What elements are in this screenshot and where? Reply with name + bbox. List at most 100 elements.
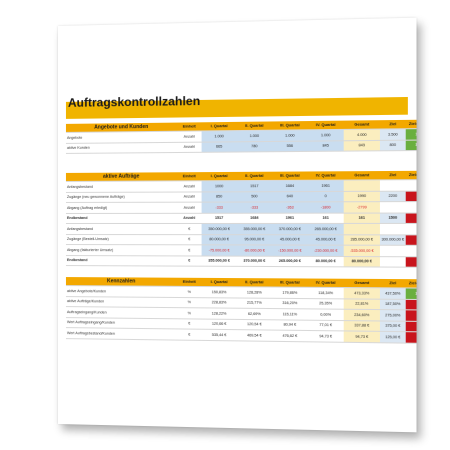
total-cell[interactable] [344, 180, 380, 191]
total-cell[interactable]: 22,81% [344, 298, 380, 309]
quarter-cell[interactable]: -363 [272, 202, 308, 213]
goal-cell[interactable] [380, 245, 406, 256]
goal-cell[interactable]: 125,00 € [380, 331, 406, 342]
goal-cell[interactable] [380, 202, 406, 213]
goal-cell[interactable]: 437,50% [380, 288, 406, 299]
rate-cell[interactable] [406, 245, 417, 256]
row-label[interactable]: Anfangsbestand [66, 181, 177, 192]
unit-cell[interactable]: € [177, 255, 202, 266]
total-cell[interactable] [344, 223, 380, 234]
unit-cell[interactable]: Anzahl [177, 142, 202, 153]
goal-cell[interactable] [380, 223, 406, 234]
quarter-cell[interactable]: 62,69% [237, 308, 272, 319]
quarter-cell[interactable]: 845 [308, 140, 344, 151]
quarter-cell[interactable]: -333 [237, 202, 272, 213]
row-label[interactable]: Zugänge (neu gewonnene Aufträge) [66, 192, 177, 203]
quarter-cell[interactable]: -333 [202, 202, 237, 213]
quarter-cell[interactable]: 150,83% [202, 287, 237, 298]
total-cell[interactable]: -535.000,00 € [344, 245, 380, 256]
rate-cell[interactable] [406, 180, 417, 191]
quarter-cell[interactable]: 1.000 [202, 131, 237, 142]
goal-cell[interactable]: 2200 [380, 191, 406, 202]
quarter-cell[interactable]: -150.000,00 € [272, 245, 308, 256]
quarter-cell[interactable]: 161 [308, 213, 344, 224]
quarter-cell[interactable]: 118,34% [308, 287, 344, 298]
goal-cell[interactable]: 800 [380, 140, 406, 151]
goal-cell[interactable]: 1500 [380, 213, 406, 224]
rate-cell[interactable]: 75,83% [406, 332, 417, 343]
quarter-cell[interactable]: -80.000,00 € [237, 245, 272, 256]
total-cell[interactable]: 1990 [344, 191, 380, 202]
row-label[interactable]: Zugänge (Bestell-Umsatz) [66, 234, 177, 245]
total-cell[interactable]: 234,60% [344, 309, 380, 320]
row-label[interactable]: Wert Auftragsbestand/Kunden [66, 328, 177, 340]
quarter-cell[interactable]: 370.000,00 € [237, 256, 272, 267]
quarter-cell[interactable]: 265.000,00 € [272, 256, 308, 267]
rate-cell[interactable]: 10,67% [406, 212, 417, 223]
goal-cell[interactable]: 375,00 € [380, 320, 406, 331]
unit-cell[interactable]: € [177, 234, 202, 245]
quarter-cell[interactable]: 780 [237, 141, 272, 152]
goal-cell[interactable]: 300.000,00 € [380, 234, 406, 245]
unit-cell[interactable]: € [177, 223, 202, 234]
quarter-cell[interactable]: 45.000,00 € [308, 234, 344, 245]
row-label[interactable]: aktive Kunden [66, 142, 177, 154]
unit-cell[interactable]: Anzahl [177, 131, 202, 142]
quarter-cell[interactable]: 80.000,00 € [308, 256, 344, 267]
quarter-cell[interactable]: 1.000 [237, 130, 272, 141]
quarter-cell[interactable]: 370.000,00 € [272, 223, 308, 234]
rate-cell[interactable]: 105,63% [406, 139, 417, 150]
quarter-cell[interactable]: 1517 [202, 213, 237, 224]
quarter-cell[interactable]: -230.000,00 € [308, 245, 344, 256]
quarter-cell[interactable]: 95.000,00 € [237, 234, 272, 245]
quarter-cell[interactable]: -75.000,00 € [202, 245, 237, 256]
row-label[interactable]: Abgang (fakturierter Umsatz) [66, 245, 177, 256]
total-cell[interactable]: 473,33% [344, 288, 380, 299]
total-cell[interactable]: 80.000,00 € [344, 256, 380, 267]
rate-cell[interactable]: 85,31% [406, 310, 417, 321]
rate-cell[interactable] [406, 223, 417, 234]
quarter-cell[interactable]: 355.000,00 € [202, 256, 237, 267]
quarter-cell[interactable]: 25,35% [308, 298, 344, 309]
goal-cell[interactable] [380, 256, 406, 267]
quarter-cell[interactable]: 556 [272, 141, 308, 152]
quarter-cell[interactable]: 80.000,00 € [202, 234, 237, 245]
quarter-cell[interactable]: 265.000,00 € [308, 223, 344, 234]
quarter-cell[interactable]: 0 [308, 191, 344, 202]
total-cell[interactable]: 4.000 [344, 129, 380, 140]
quarter-cell[interactable]: 535,44 € [202, 329, 237, 340]
quarter-cell[interactable]: 120,66 € [202, 319, 237, 330]
total-cell[interactable]: 337,88 € [344, 320, 380, 331]
quarter-cell[interactable]: 80,94 € [272, 319, 308, 330]
unit-cell[interactable]: % [177, 297, 202, 308]
unit-cell[interactable]: % [177, 308, 202, 319]
quarter-cell[interactable]: 850 [202, 191, 237, 202]
row-label[interactable]: Anfangsbestand [66, 223, 177, 234]
quarter-cell[interactable]: 1.000 [308, 129, 344, 140]
quarter-cell[interactable]: 94,73 € [308, 330, 344, 341]
rate-cell[interactable]: 12,16% [406, 299, 417, 310]
total-cell[interactable]: 94,73 € [344, 331, 380, 342]
quarter-cell[interactable]: 316,20% [272, 298, 308, 309]
quarter-cell[interactable]: 45.000,00 € [272, 234, 308, 245]
quarter-cell[interactable]: 350.000,00 € [202, 223, 237, 234]
quarter-cell[interactable]: 469,54 € [237, 330, 272, 341]
unit-cell[interactable]: Anzahl [177, 181, 202, 192]
row-label[interactable]: Abgang (Auftrag erledigt) [66, 202, 177, 213]
quarter-cell[interactable]: 1684 [272, 180, 308, 191]
rate-cell[interactable]: 114,29% [406, 128, 417, 139]
quarter-cell[interactable]: 115,11% [272, 309, 308, 320]
total-cell[interactable]: -2799 [344, 202, 380, 213]
quarter-cell[interactable]: 1517 [237, 180, 272, 191]
unit-cell[interactable]: Anzahl [177, 191, 202, 202]
quarter-cell[interactable]: 0,00% [308, 309, 344, 320]
row-label[interactable]: Endbestand [66, 213, 177, 224]
quarter-cell[interactable]: 665 [202, 141, 237, 152]
unit-cell[interactable]: € [177, 329, 202, 340]
quarter-cell[interactable]: 1961 [272, 213, 308, 224]
quarter-cell[interactable]: 640 [272, 191, 308, 202]
goal-cell[interactable]: 3.500 [380, 129, 406, 140]
quarter-cell[interactable]: 1000 [202, 181, 237, 192]
rate-cell[interactable] [406, 201, 417, 212]
quarter-cell[interactable]: 355.000,00 € [237, 223, 272, 234]
